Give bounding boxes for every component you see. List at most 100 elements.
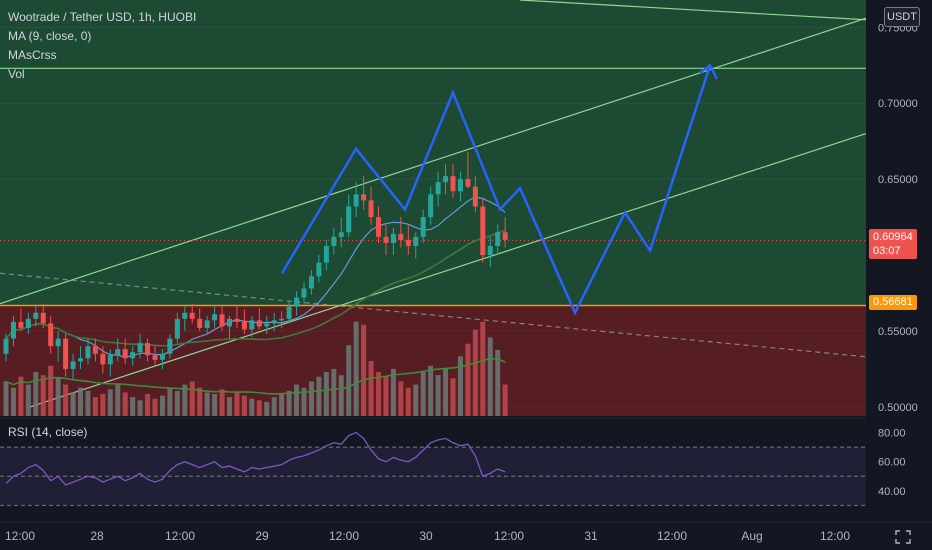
volume-bar [219, 389, 225, 416]
rsi-tick-label: 80.00 [878, 428, 906, 440]
candle [405, 224, 411, 256]
candle [361, 176, 367, 210]
candle [353, 182, 359, 218]
fullscreen-icon[interactable] [895, 530, 911, 544]
volume-indicator-label[interactable]: Vol [8, 67, 25, 81]
time-axis[interactable]: 12:00 28 12:00 29 12:00 30 12:00 31 12:00 Aug 12:0… [0, 521, 932, 543]
macross-indicator-label[interactable]: MAsCrss [8, 48, 57, 62]
candle [55, 330, 61, 362]
volume-bar [316, 376, 322, 416]
volume-bar [159, 395, 165, 416]
candle [92, 338, 98, 362]
volume-bar [398, 381, 404, 416]
time-tick-label: 31 [584, 529, 598, 543]
candle [234, 306, 240, 328]
candle [480, 197, 486, 263]
candle-body [152, 355, 158, 360]
volume-bar [85, 390, 91, 416]
volume-bar [413, 384, 419, 416]
candle-body [331, 236, 337, 246]
candle-body [249, 320, 255, 330]
candle [10, 315, 16, 347]
volume-ma-line [5, 357, 506, 395]
volume-bar [420, 372, 426, 416]
candle-body [286, 306, 292, 319]
candle [301, 282, 307, 304]
rsi-tick-label: 40.00 [878, 486, 906, 498]
candle-body [137, 343, 143, 353]
candle-body [70, 361, 76, 369]
candle-body [465, 179, 471, 187]
ma-indicator-label[interactable]: MA (9, close, 0) [8, 29, 92, 43]
candle-body [130, 352, 136, 359]
candle-body [55, 338, 61, 347]
volume-bar [18, 376, 24, 416]
candle-body [204, 320, 210, 328]
candle [271, 312, 277, 331]
candle-body [413, 236, 419, 246]
candle [502, 217, 508, 248]
candle [40, 303, 46, 328]
candle-body [100, 353, 106, 365]
candle-body [3, 338, 9, 354]
candle-body [443, 176, 449, 183]
candle-body [234, 318, 240, 322]
candle-body [63, 338, 69, 369]
candle [18, 308, 24, 331]
rsi-pane-bg [0, 418, 866, 520]
price-tick-label: 0.50000 [878, 402, 918, 414]
candle-body [85, 346, 91, 359]
candle [487, 236, 493, 268]
volume-bar [115, 384, 121, 416]
time-tick-label: 12:00 [5, 529, 35, 543]
volume-bar [338, 375, 344, 416]
candle [167, 334, 173, 359]
volume-bar [197, 387, 203, 416]
candle [286, 300, 292, 324]
candle [152, 346, 158, 365]
currency-button[interactable]: USDT [884, 7, 920, 27]
price-axis[interactable]: 0.750000.700000.650000.550000.5000080.00… [866, 0, 932, 550]
volume-bar [443, 368, 449, 416]
volume-bar [234, 392, 240, 416]
volume-bar [10, 387, 16, 416]
candle-body [338, 232, 344, 237]
candle [145, 338, 151, 362]
volume-bar [130, 397, 136, 416]
projected-price-path[interactable] [280, 63, 719, 316]
volume-bar [405, 387, 411, 416]
volume-bar [63, 384, 69, 416]
time-tick-label: 30 [419, 529, 433, 543]
projection-line[interactable] [280, 64, 712, 316]
time-tick-label: 12:00 [657, 529, 687, 543]
projection-arrowhead [699, 63, 719, 80]
symbol-title[interactable]: Wootrade / Tether USD, 1h, HUOBI [8, 10, 197, 24]
candle [294, 291, 300, 316]
candle [443, 163, 449, 195]
volume-bar [212, 394, 218, 416]
level-price-tag: 0.56681 [869, 295, 917, 310]
candle-body [25, 318, 31, 328]
candle [346, 194, 352, 237]
candle-body [487, 245, 493, 256]
volume-bar [435, 375, 441, 416]
time-tick-label: 12:00 [494, 529, 524, 543]
volume-bar [450, 378, 456, 416]
candle-body [405, 239, 411, 246]
candle-body [323, 245, 329, 263]
rsi-indicator-label[interactable]: RSI (14, close) [8, 425, 88, 439]
volume-bar [227, 397, 232, 416]
candle [256, 308, 262, 330]
candle-body [145, 343, 151, 356]
volume-bar [346, 345, 352, 416]
candle-body [472, 186, 478, 207]
candle [413, 232, 419, 259]
candle-body [256, 320, 262, 327]
time-tick-label: Aug [741, 529, 762, 543]
candle-body [78, 358, 83, 362]
price-tick-label: 0.65000 [878, 174, 918, 186]
volume-bar [502, 384, 508, 416]
volume-bar [390, 368, 396, 416]
